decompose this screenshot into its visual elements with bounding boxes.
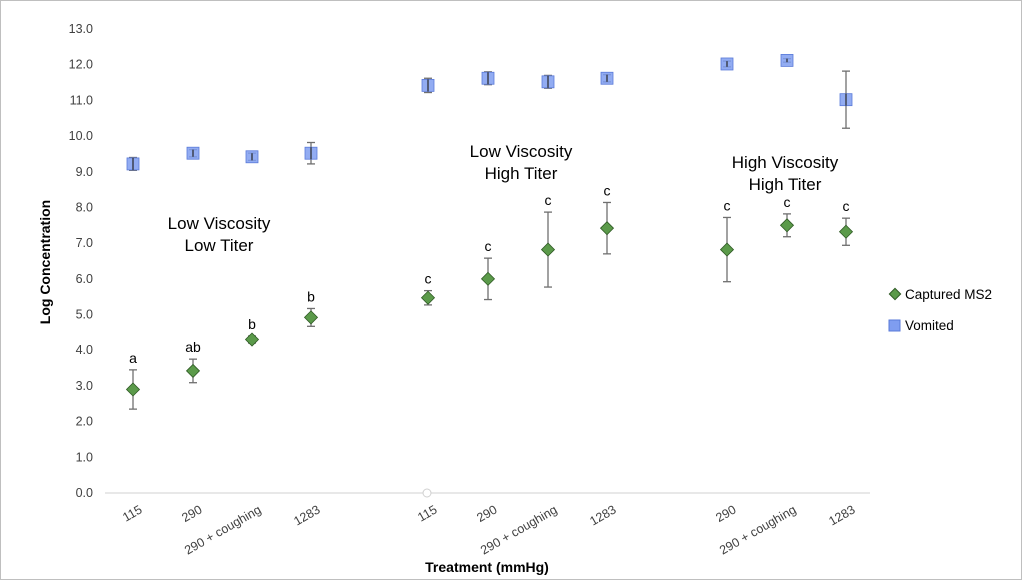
y-tick-label: 9.0 — [76, 165, 93, 179]
y-tick-label: 0.0 — [76, 486, 93, 500]
y-tick-label: 12.0 — [69, 58, 93, 72]
group-label-line: High Titer — [749, 175, 822, 194]
y-tick-label: 2.0 — [76, 415, 93, 429]
y-tick-label: 13.0 — [69, 22, 93, 36]
significance-letters: a ab b b c c c c c c c — [129, 182, 849, 365]
captured-point — [719, 242, 735, 257]
group-label-line: High Titer — [485, 164, 558, 183]
x-tick-label: 290 — [713, 502, 738, 525]
series-vomited — [126, 54, 853, 171]
x-tick-label: 1283 — [826, 502, 857, 528]
y-tick-label: 7.0 — [76, 236, 93, 250]
captured-point — [185, 363, 201, 378]
significance-letter: c — [604, 182, 611, 198]
captured-point — [599, 221, 615, 236]
y-tick-label: 4.0 — [76, 343, 93, 357]
group-label-line: Low Titer — [185, 236, 254, 255]
captured-point — [303, 310, 319, 325]
y-tick-label: 11.0 — [70, 93, 93, 107]
y-tick-label: 3.0 — [76, 379, 93, 393]
x-tick-label: 1283 — [587, 502, 618, 528]
group-label-line: Low Viscosity — [470, 142, 573, 161]
captured-point — [125, 382, 141, 397]
y-axis-ticks: 0.0 1.0 2.0 3.0 4.0 5.0 6.0 7.0 8.0 9.0 10.0 11.0 12… — [69, 22, 93, 500]
significance-letter: c — [843, 198, 850, 214]
significance-letter: ab — [185, 339, 201, 355]
y-tick-label: 8.0 — [76, 200, 93, 214]
captured-point — [838, 224, 854, 239]
significance-letter: b — [307, 288, 315, 304]
captured-point — [244, 332, 260, 347]
significance-letter: c — [545, 192, 552, 208]
x-tick-label: 115 — [120, 502, 144, 524]
captured-point — [540, 242, 556, 257]
captured-point — [779, 218, 795, 233]
x-tick-label: 290 — [179, 502, 204, 525]
x-axis-title: Treatment (mmHg) — [425, 559, 549, 575]
y-tick-label: 5.0 — [76, 308, 93, 322]
legend-item-vomited: Vomited — [888, 318, 954, 333]
group-labels: Low Viscosity Low Titer Low Viscosity High … — [168, 142, 839, 255]
legend-label-captured: Captured MS2 — [905, 287, 992, 302]
y-axis-title: Log Concentration — [37, 200, 53, 324]
legend: Captured MS2 Vomited — [888, 287, 992, 333]
group-label-line: Low Viscosity — [168, 214, 271, 233]
significance-letter: c — [724, 197, 731, 213]
y-tick-label: 10.0 — [69, 129, 93, 143]
legend-item-captured: Captured MS2 — [888, 287, 992, 302]
axis-break-marker — [422, 488, 432, 498]
significance-letter: c — [485, 238, 492, 254]
group-label-line: High Viscosity — [732, 153, 839, 172]
legend-square-marker — [888, 319, 901, 332]
significance-letter: a — [129, 350, 137, 366]
captured-point — [420, 290, 436, 305]
y-tick-label: 6.0 — [76, 272, 93, 286]
significance-letter: c — [784, 194, 791, 210]
legend-diamond-marker — [888, 287, 902, 301]
y-tick-label: 1.0 — [76, 450, 93, 464]
significance-letter: b — [248, 316, 256, 332]
x-tick-label: 115 — [415, 502, 439, 524]
captured-point — [480, 271, 496, 286]
significance-letter: c — [425, 271, 432, 287]
x-tick-label: 1283 — [291, 502, 322, 528]
series-captured — [125, 201, 854, 410]
legend-label-vomited: Vomited — [905, 318, 954, 333]
x-tick-label: 290 — [474, 502, 499, 525]
